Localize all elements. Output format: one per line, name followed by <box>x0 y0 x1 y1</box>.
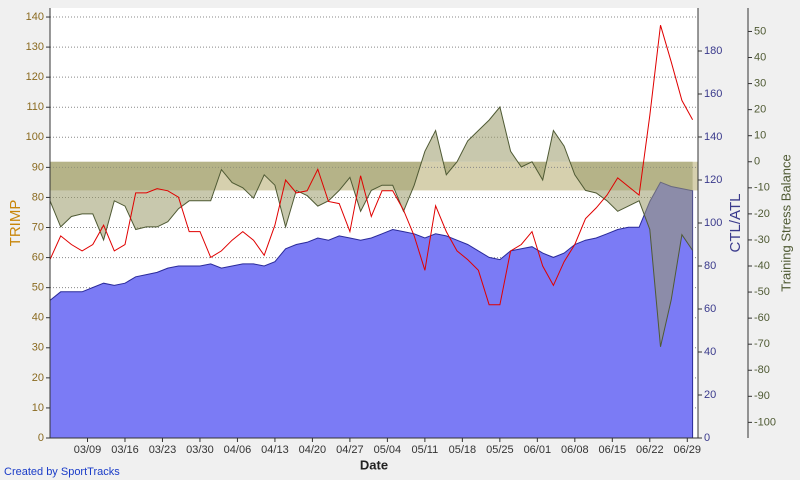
y2-tick-label: 40 <box>704 346 716 358</box>
y-tick-label: 60 <box>32 251 44 263</box>
y2-tick-label: 60 <box>704 303 716 315</box>
x-tick-label: 05/25 <box>486 444 514 456</box>
y3-tick-label: 50 <box>754 25 766 37</box>
y2-axis-label: CTL/ATL <box>727 194 744 253</box>
layer <box>49 16 698 439</box>
y-tick-label: 20 <box>32 372 44 384</box>
ctl-area <box>49 181 694 439</box>
y3-tick-label: 0 <box>754 156 760 168</box>
y-tick-label: 0 <box>38 432 44 444</box>
y2-tick-label: 180 <box>704 45 722 57</box>
y3-tick-label: -100 <box>754 416 776 428</box>
credit-link[interactable]: Created by SportTracks <box>4 466 120 478</box>
y3-tick-label: -60 <box>754 312 770 324</box>
y-tick-label: 110 <box>26 101 44 113</box>
y2-tick-label: 120 <box>704 174 722 186</box>
y3-tick-label: 30 <box>754 77 766 89</box>
x-tick-label: 05/04 <box>374 444 402 456</box>
y3-tick-label: -10 <box>754 182 770 194</box>
x-tick-label: 04/20 <box>299 444 327 456</box>
y3-tick-label: -50 <box>754 286 770 298</box>
x-axis-label: Date <box>360 457 388 472</box>
x-tick-label: 04/06 <box>224 444 252 456</box>
y-tick-label: 80 <box>32 191 44 203</box>
y3-tick-label: -90 <box>754 390 770 402</box>
x-tick-label: 03/09 <box>74 444 102 456</box>
x-tick-label: 06/29 <box>674 444 702 456</box>
y3-tick-label: -80 <box>754 364 770 376</box>
x-tick-label: 03/30 <box>186 444 214 456</box>
y3-tick-label: -20 <box>754 208 770 220</box>
x-tick-label: 05/11 <box>412 444 439 456</box>
y2-tick-label: 100 <box>704 217 722 229</box>
y-tick-label: 50 <box>32 282 44 294</box>
y-tick-label: 70 <box>32 221 44 233</box>
y3-tick-label: 20 <box>754 104 766 116</box>
x-tick-label: 04/13 <box>261 444 289 456</box>
atl-line <box>49 25 694 306</box>
y3-tick-label: -40 <box>754 260 770 272</box>
y2-tick-label: 20 <box>704 389 716 401</box>
y3-tick-label: -70 <box>754 338 770 350</box>
x-tick-label: 03/16 <box>111 444 139 456</box>
y3-tick-label: 40 <box>754 51 766 63</box>
y3-tick-label: -30 <box>754 234 770 246</box>
x-tick-label: 06/08 <box>561 444 589 456</box>
x-tick-label: 06/15 <box>599 444 627 456</box>
y-tick-label: 30 <box>32 342 44 354</box>
y3-tick-label: 10 <box>754 130 766 142</box>
y-tick-label: 140 <box>26 11 44 23</box>
y2-tick-label: 160 <box>704 88 722 100</box>
x-tick-label: 06/22 <box>636 444 664 456</box>
x-tick-label: 03/23 <box>149 444 177 456</box>
y-tick-label: 120 <box>26 71 44 83</box>
y-axis-label: TRIMP <box>7 200 24 247</box>
y-tick-label: 40 <box>32 312 44 324</box>
y2-tick-label: 80 <box>704 260 716 272</box>
x-tick-label: 06/01 <box>524 444 552 456</box>
y-tick-label: 90 <box>32 161 44 173</box>
tsb-area <box>50 107 693 347</box>
y-tick-label: 130 <box>26 41 44 53</box>
x-tick-label: 04/27 <box>336 444 364 456</box>
y2-tick-label: 0 <box>704 432 710 444</box>
tsb-line <box>49 105 694 347</box>
y-tick-label: 10 <box>32 402 44 414</box>
y3-axis-label: Training Stress Balance <box>778 154 793 292</box>
y2-tick-label: 140 <box>704 131 722 143</box>
x-tick-label: 05/18 <box>449 444 477 456</box>
y-tick-label: 100 <box>26 131 44 143</box>
